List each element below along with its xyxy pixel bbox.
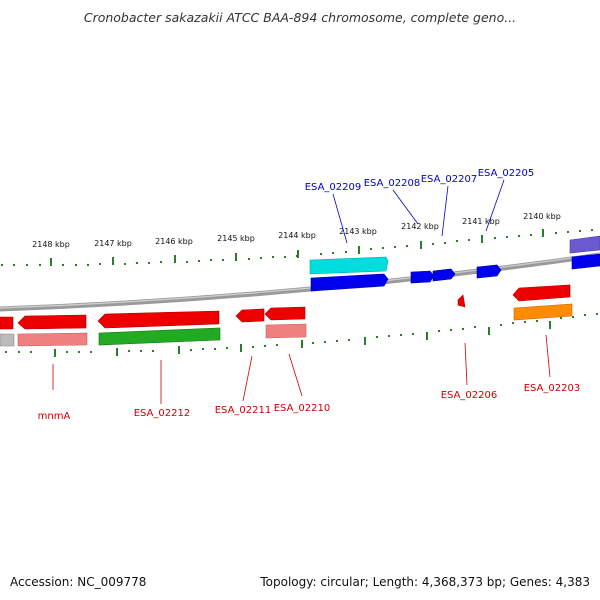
upper-ruler-major-ticks	[50, 229, 544, 266]
ruler-label: 2144 kbp	[278, 231, 316, 240]
leader-line	[545, 334, 551, 378]
reverse-features	[0, 284, 573, 347]
ruler-label: 2142 kbp	[401, 222, 439, 231]
gene-esa-02210[interactable]	[264, 306, 306, 321]
gene-esa-02208[interactable]	[410, 270, 435, 284]
lower-ruler-major-ticks	[54, 321, 551, 357]
gene-label-top[interactable]: ESA_02209	[305, 182, 362, 193]
gene-label-bottom[interactable]: ESA_02203	[524, 383, 581, 394]
gene-esa-02203[interactable]	[512, 284, 571, 302]
lower-ruler-minor-ticks	[5, 313, 598, 353]
map-title: Cronobacter sakazakii ATCC BAA-894 chrom…	[83, 10, 517, 25]
leader-line	[485, 179, 505, 232]
gene-esa-02210-salmon[interactable]	[265, 323, 307, 339]
ruler-label: 2146 kbp	[155, 237, 193, 246]
chromosome-backbone	[0, 252, 600, 312]
gene-blue-right[interactable]	[571, 253, 600, 270]
gene-esa-02212-green[interactable]	[98, 327, 221, 346]
leader-line	[288, 353, 303, 397]
forward-features	[309, 235, 600, 292]
gene-esa-02209-cyan[interactable]	[309, 256, 389, 275]
upper-ruler: 2148 kbp 2147 kbp 2146 kbp 2145 kbp 2144…	[1, 212, 593, 266]
gene-esa-02205[interactable]	[476, 264, 502, 279]
gene-label-bottom[interactable]: ESA_02212	[134, 408, 191, 419]
gene-esa-02206[interactable]	[457, 294, 466, 308]
genome-summary-text: Topology: circular; Length: 4,368,373 bp…	[260, 575, 590, 589]
ruler-label: 2145 kbp	[217, 234, 255, 243]
gene-left-red[interactable]	[0, 316, 14, 330]
ruler-label: 2148 kbp	[32, 240, 70, 249]
chromosome-backbone-highlight	[0, 253, 600, 309]
gene-label-top[interactable]: ESA_02208	[364, 178, 421, 189]
gene-esa-02212[interactable]	[97, 310, 220, 329]
gene-esa-02203-orange[interactable]	[513, 303, 573, 321]
gene-esa-02209-blue[interactable]	[310, 273, 389, 292]
gene-esa-02211[interactable]	[235, 308, 265, 323]
accession-text: Accession: NC_009778	[10, 575, 147, 589]
leader-line	[332, 193, 348, 244]
gene-esa-02207[interactable]	[432, 268, 456, 282]
gene-label-bottom[interactable]: ESA_02211	[215, 405, 272, 416]
ruler-label: 2140 kbp	[523, 212, 561, 221]
upper-ruler-labels: 2148 kbp 2147 kbp 2146 kbp 2145 kbp 2144…	[32, 212, 561, 249]
gene-label-bottom[interactable]: mnmA	[38, 411, 71, 422]
bottom-labels: mnmA ESA_02212 ESA_02211 ESA_02210 ESA_0…	[38, 334, 581, 422]
ruler-label: 2141 kbp	[462, 217, 500, 226]
gene-label-top[interactable]: ESA_02205	[478, 168, 535, 179]
gene-left-grey[interactable]	[0, 333, 15, 347]
gene-label-bottom[interactable]: ESA_02210	[274, 403, 331, 414]
gene-mnmA-salmon[interactable]	[17, 332, 88, 347]
ruler-label: 2143 kbp	[339, 227, 377, 236]
gene-purple-right[interactable]	[569, 235, 600, 254]
lower-ruler	[5, 313, 598, 357]
leader-line	[242, 355, 253, 402]
leader-line	[441, 185, 449, 237]
leader-line	[392, 189, 419, 225]
top-labels: ESA_02209 ESA_02208 ESA_02207 ESA_02205	[305, 168, 535, 244]
leader-line	[464, 342, 468, 386]
gene-label-top[interactable]: ESA_02207	[421, 174, 478, 185]
gene-mnmA[interactable]	[17, 314, 87, 330]
ruler-label: 2147 kbp	[94, 239, 132, 248]
gene-label-bottom[interactable]: ESA_02206	[441, 390, 498, 401]
